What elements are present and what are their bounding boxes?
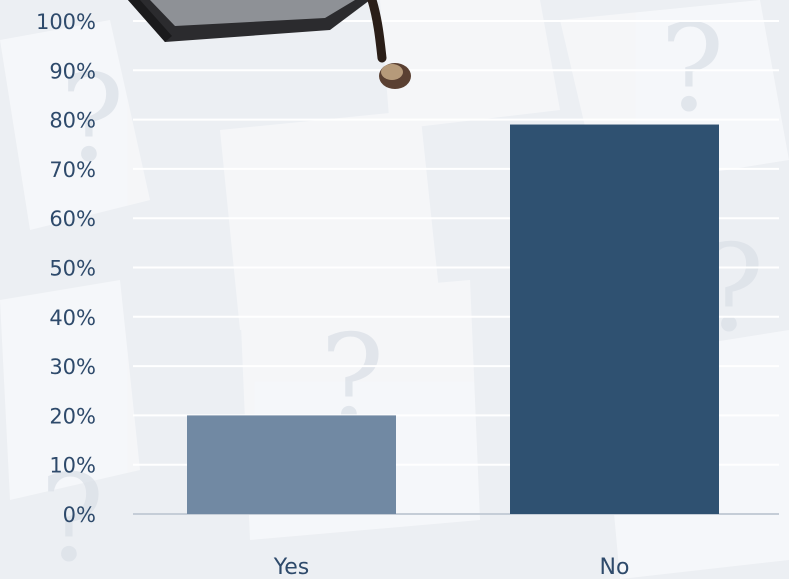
bars [187,124,719,514]
x-category-label: No [600,555,630,579]
question-mark-icon: ? [60,50,124,189]
y-tick-label: 30% [49,355,96,379]
question-mark-icon: ? [40,450,104,579]
y-tick-label: 60% [49,207,96,231]
y-tick-label: 0% [63,503,96,527]
graduation-cap-icon [128,0,411,89]
x-axis-labels: Yes No [273,555,630,579]
bar-no [510,124,719,514]
y-tick-label: 80% [49,109,96,133]
y-tick-label: 90% [49,59,96,83]
y-tick-label: 10% [49,454,96,478]
y-tick-label: 50% [49,257,96,281]
x-category-label: Yes [273,555,310,579]
y-axis-ticks: 0% 10% 20% 30% 40% 50% 60% 70% 80% 90% 100% [36,10,96,527]
y-tick-label: 40% [49,306,96,330]
y-tick-label: 20% [49,404,96,428]
bar-yes [187,415,396,514]
y-tick-label: 100% [36,10,96,34]
y-tick-label: 70% [49,158,96,182]
